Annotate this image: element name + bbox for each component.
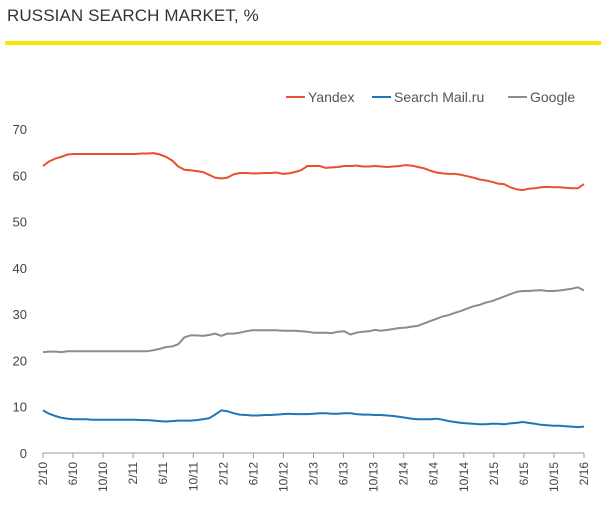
x-tick-label: 10/15 <box>547 462 561 492</box>
legend-label: Google <box>530 89 575 105</box>
y-tick-label: 10 <box>13 400 27 415</box>
y-tick-label: 70 <box>13 122 27 137</box>
y-tick-label: 20 <box>13 353 27 368</box>
x-tick-label: 10/11 <box>186 462 200 491</box>
y-axis: 0 10 20 30 40 50 60 70 <box>13 122 27 461</box>
legend-label: Search Mail.ru <box>394 89 484 105</box>
series-lines <box>42 152 585 429</box>
y-tick-label: 50 <box>13 215 27 230</box>
x-tick-label: 6/11 <box>156 462 170 485</box>
x-tick-label: 6/15 <box>517 462 531 486</box>
series-line-yandex <box>42 152 585 192</box>
x-tick-label: 2/16 <box>577 462 591 486</box>
y-tick-label: 40 <box>13 261 27 276</box>
y-tick-label: 30 <box>13 307 27 322</box>
x-tick-label: 6/13 <box>337 462 351 486</box>
series-line-search-mail-ru <box>42 409 585 429</box>
y-tick-label: 0 <box>20 446 27 461</box>
x-tick-label: 2/13 <box>307 462 321 486</box>
chart-title: RUSSIAN SEARCH MARKET, % <box>7 6 259 25</box>
x-tick-label: 6/10 <box>66 462 80 486</box>
x-tick-label: 2/10 <box>36 462 50 486</box>
x-tick-label: 6/12 <box>246 462 260 486</box>
x-tick-label: 2/11 <box>126 462 140 485</box>
x-tick-label: 2/12 <box>216 462 230 486</box>
x-tick-label: 10/14 <box>457 462 471 492</box>
legend-label: Yandex <box>308 89 354 105</box>
x-tick-label: 10/12 <box>276 462 290 492</box>
x-tick-label: 2/15 <box>487 462 501 486</box>
series-line-google <box>42 286 585 354</box>
x-tick-label: 10/13 <box>367 462 381 492</box>
x-axis: 2/10 6/10 10/10 2/11 6/11 10/11 2/12 6/12 10/12 2… <box>36 452 591 492</box>
x-tick-label: 2/14 <box>397 462 411 486</box>
legend: Yandex Search Mail.ru Google <box>286 89 575 105</box>
x-tick-label: 10/10 <box>96 462 110 492</box>
y-tick-label: 60 <box>13 168 27 183</box>
title-underline <box>5 41 601 45</box>
x-tick-label: 6/14 <box>427 462 441 486</box>
